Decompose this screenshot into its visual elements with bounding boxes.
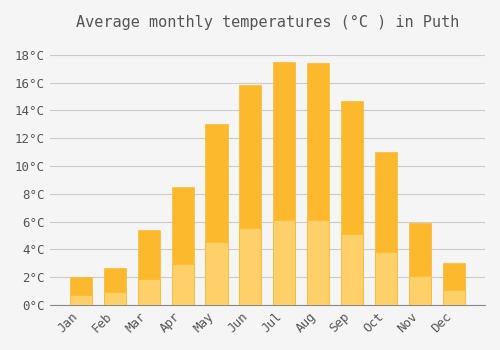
Bar	[104, 267, 126, 305]
Bar	[375, 152, 398, 305]
Bar	[138, 279, 160, 305]
Bar	[206, 124, 228, 305]
Bar	[240, 85, 262, 305]
Bar	[70, 295, 92, 305]
Bar	[240, 228, 262, 305]
Bar	[104, 292, 126, 305]
Bar	[409, 276, 432, 305]
Bar	[172, 264, 194, 305]
Bar	[342, 233, 363, 305]
Bar	[443, 290, 465, 305]
Bar	[409, 223, 432, 305]
Bar	[138, 230, 160, 305]
Bar	[70, 277, 92, 305]
Bar	[375, 252, 398, 305]
Bar	[342, 101, 363, 305]
Title: Average monthly temperatures (°C ) in Puth: Average monthly temperatures (°C ) in Pu…	[76, 15, 459, 30]
Bar	[172, 187, 194, 305]
Bar	[443, 263, 465, 305]
Bar	[274, 62, 295, 305]
Bar	[274, 220, 295, 305]
Bar	[308, 63, 330, 305]
Bar	[206, 242, 228, 305]
Bar	[308, 220, 330, 305]
